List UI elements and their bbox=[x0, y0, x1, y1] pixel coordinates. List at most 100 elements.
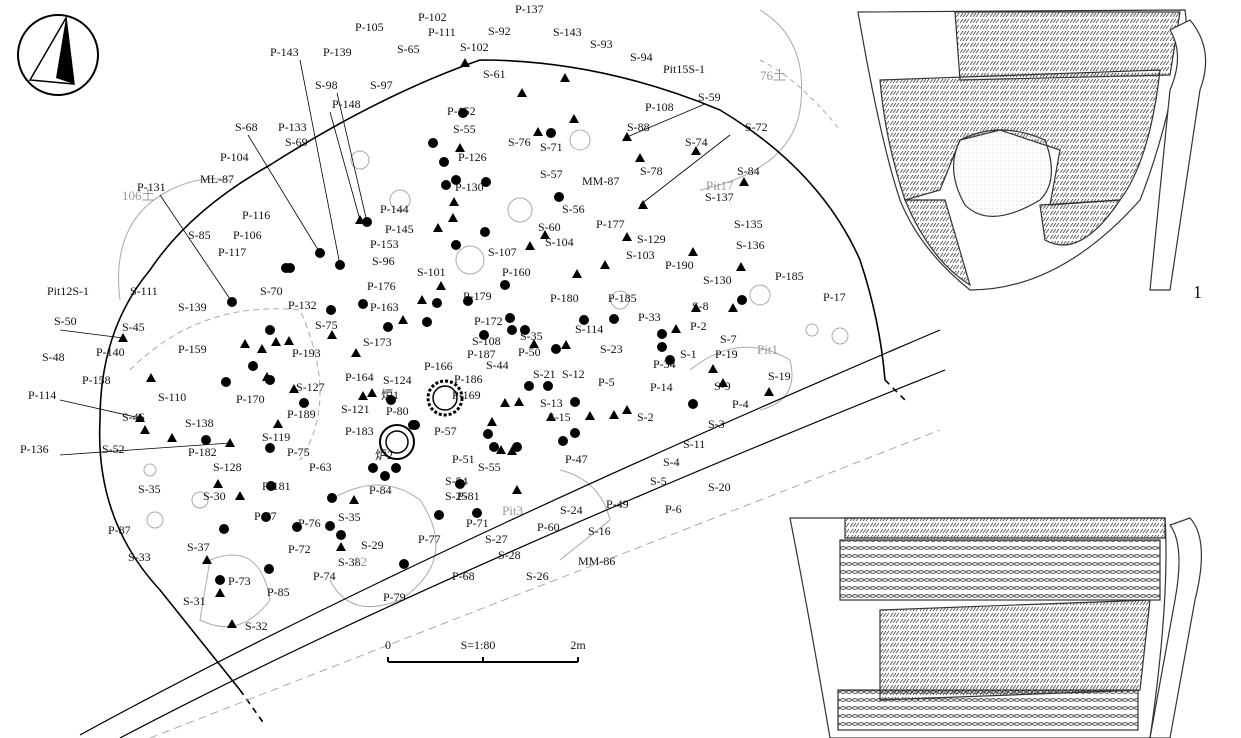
feature-label: P-158 bbox=[82, 373, 111, 387]
stone-marker bbox=[417, 295, 427, 304]
feature-label: P-185 bbox=[775, 269, 804, 283]
pit-marker bbox=[609, 314, 619, 324]
feature-label: S-84 bbox=[737, 164, 760, 178]
gray-label: Pit1 bbox=[757, 342, 778, 357]
feature-label: S-88 bbox=[627, 120, 650, 134]
stone-marker bbox=[448, 213, 458, 222]
feature-label: S-25 bbox=[445, 489, 468, 503]
leader-line bbox=[159, 194, 233, 303]
feature-label: P-190 bbox=[665, 258, 694, 272]
pit-marker bbox=[481, 177, 491, 187]
feature-label: P-57 bbox=[434, 424, 457, 438]
feature-label: P-148 bbox=[332, 97, 361, 111]
feature-label: S-55 bbox=[453, 122, 476, 136]
stone-marker bbox=[336, 542, 346, 551]
stone-marker bbox=[691, 146, 701, 155]
pit-marker bbox=[327, 493, 337, 503]
stone-marker bbox=[167, 433, 177, 442]
feature-label: S-135 bbox=[734, 217, 763, 231]
feature-label: S-76 bbox=[508, 135, 531, 149]
feature-label: 炉2 bbox=[375, 448, 393, 462]
gray-label: 76土 bbox=[760, 68, 786, 83]
pit-marker bbox=[391, 463, 401, 473]
feature-label: S-102 bbox=[460, 40, 489, 54]
stone-marker bbox=[764, 387, 774, 396]
pit-marker bbox=[737, 295, 747, 305]
gray-label: Pit17 bbox=[706, 178, 734, 193]
stone-marker bbox=[512, 485, 522, 494]
feature-label: S-35 bbox=[520, 329, 543, 343]
pit-marker bbox=[266, 481, 276, 491]
leader-line bbox=[639, 134, 731, 206]
feature-label: P-67 bbox=[254, 509, 277, 523]
feature-label: P-126 bbox=[458, 150, 487, 164]
pit-marker bbox=[657, 342, 667, 352]
pit-marker bbox=[505, 313, 515, 323]
feature-label: P-152 bbox=[447, 104, 476, 118]
gray-label: Pit3 bbox=[502, 503, 523, 518]
pit-marker bbox=[472, 508, 482, 518]
feature-label: P-81 bbox=[457, 489, 480, 503]
leader-line bbox=[626, 103, 706, 138]
stone-marker bbox=[455, 143, 465, 152]
feature-label: Pit12S-1 bbox=[47, 284, 89, 298]
feature-label: P-193 bbox=[292, 346, 321, 360]
pit-marker bbox=[215, 575, 225, 585]
feature-label: P-114 bbox=[28, 388, 56, 402]
feature-label: P-19 bbox=[715, 347, 738, 361]
pit-marker bbox=[688, 399, 698, 409]
feature-label: P-137 bbox=[515, 2, 544, 16]
feature-label: P-76 bbox=[298, 516, 321, 530]
stone-marker bbox=[546, 412, 556, 421]
feature-label: P-84 bbox=[369, 483, 392, 497]
feature-label: S-92 bbox=[488, 24, 511, 38]
pit-marker bbox=[543, 381, 553, 391]
pit-marker bbox=[546, 128, 556, 138]
feature-label: P-164 bbox=[345, 370, 374, 384]
pit-marker bbox=[458, 108, 468, 118]
feature-label: P-73 bbox=[228, 574, 251, 588]
feature-label: P-140 bbox=[96, 345, 125, 359]
feature-label: S-130 bbox=[703, 273, 732, 287]
leader-line bbox=[59, 329, 124, 339]
pit-marker bbox=[434, 510, 444, 520]
feature-label: S-20 bbox=[708, 480, 731, 494]
feature-label: P-14 bbox=[650, 380, 673, 394]
pit-marker bbox=[579, 315, 589, 325]
pit-marker bbox=[483, 429, 493, 439]
stone-marker bbox=[257, 344, 267, 353]
feature-label: S-33 bbox=[128, 550, 151, 564]
feature-label: S-68 bbox=[235, 120, 258, 134]
leader-line bbox=[329, 111, 361, 221]
stone-marker bbox=[533, 127, 543, 136]
stone-marker bbox=[507, 446, 517, 455]
stone-marker bbox=[572, 269, 582, 278]
feature-label: P-104 bbox=[220, 150, 249, 164]
stone-marker bbox=[398, 315, 408, 324]
scale-zero: 0 bbox=[385, 638, 391, 652]
feature-label: P-2 bbox=[690, 319, 707, 333]
feature-label: S-9 bbox=[714, 379, 731, 393]
feature-label: S-60 bbox=[538, 220, 561, 234]
feature-label: P-6 bbox=[665, 502, 682, 516]
stone-marker bbox=[146, 373, 156, 382]
feature-label: S-52 bbox=[102, 442, 125, 456]
stone-marker bbox=[284, 336, 294, 345]
pit-marker bbox=[657, 329, 667, 339]
feature-label: S-55 bbox=[478, 460, 501, 474]
stone-marker bbox=[358, 391, 368, 400]
stone-marker bbox=[289, 384, 299, 393]
pit-marker bbox=[380, 471, 390, 481]
stone-marker bbox=[635, 153, 645, 162]
stone-marker bbox=[240, 339, 250, 348]
feature-label: P-72 bbox=[288, 542, 311, 556]
feature-label: S-16 bbox=[588, 524, 611, 538]
feature-label: MM-86 bbox=[578, 554, 615, 568]
scale-bar bbox=[387, 657, 579, 663]
stone-marker bbox=[622, 232, 632, 241]
stone-marker bbox=[708, 364, 718, 373]
scale-end: 2m bbox=[570, 638, 586, 652]
feature-label: S-71 bbox=[540, 140, 563, 154]
feature-label: 炉1 bbox=[381, 388, 399, 402]
